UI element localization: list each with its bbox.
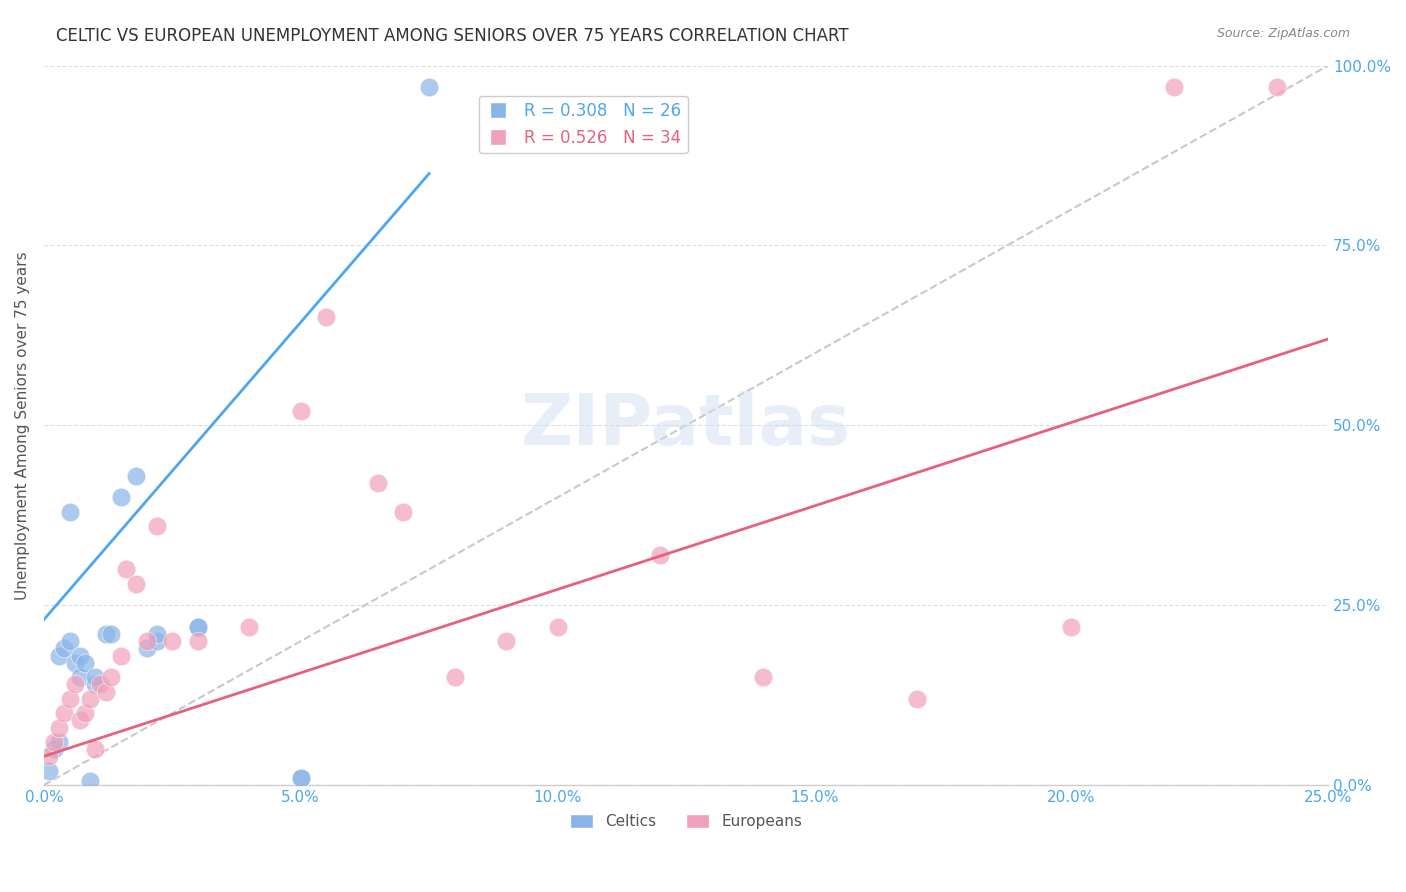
Celtics <box>290 771 312 785</box>
Celtics <box>187 620 209 634</box>
Europeans <box>238 620 260 634</box>
Europeans <box>290 404 312 418</box>
Y-axis label: Unemployment Among Seniors over 75 years: Unemployment Among Seniors over 75 years <box>15 251 30 599</box>
Europeans <box>115 562 138 576</box>
Europeans <box>187 634 209 648</box>
Europeans <box>162 634 184 648</box>
Europeans <box>444 670 467 684</box>
Europeans <box>1060 620 1083 634</box>
Europeans <box>94 684 117 698</box>
Europeans <box>69 714 91 728</box>
Celtics <box>63 656 86 670</box>
Europeans <box>79 691 101 706</box>
Celtics <box>58 505 80 519</box>
Europeans <box>63 677 86 691</box>
Celtics <box>73 656 96 670</box>
Celtics <box>290 771 312 785</box>
Europeans <box>547 620 569 634</box>
Europeans <box>48 721 70 735</box>
Europeans <box>1163 80 1185 95</box>
Europeans <box>73 706 96 720</box>
Celtics <box>146 627 169 641</box>
Europeans <box>650 548 672 562</box>
Celtics <box>84 670 107 684</box>
Celtics <box>69 648 91 663</box>
Europeans <box>392 505 415 519</box>
Text: CELTIC VS EUROPEAN UNEMPLOYMENT AMONG SENIORS OVER 75 YEARS CORRELATION CHART: CELTIC VS EUROPEAN UNEMPLOYMENT AMONG SE… <box>56 27 849 45</box>
Celtics <box>84 677 107 691</box>
Celtics <box>94 627 117 641</box>
Celtics <box>53 641 76 656</box>
Text: ZIPatlas: ZIPatlas <box>522 391 851 460</box>
Celtics <box>418 80 440 95</box>
Celtics <box>38 764 60 778</box>
Europeans <box>125 576 148 591</box>
Celtics <box>58 634 80 648</box>
Celtics <box>135 641 157 656</box>
Europeans <box>495 634 517 648</box>
Celtics <box>187 620 209 634</box>
Europeans <box>367 475 389 490</box>
Celtics <box>146 634 169 648</box>
Europeans <box>58 691 80 706</box>
Europeans <box>315 310 337 325</box>
Europeans <box>110 648 132 663</box>
Celtics <box>100 627 122 641</box>
Celtics <box>125 468 148 483</box>
Legend: Celtics, Europeans: Celtics, Europeans <box>564 808 808 835</box>
Text: Source: ZipAtlas.com: Source: ZipAtlas.com <box>1216 27 1350 40</box>
Celtics <box>79 774 101 789</box>
Europeans <box>53 706 76 720</box>
Celtics <box>48 648 70 663</box>
Celtics <box>69 670 91 684</box>
Europeans <box>752 670 775 684</box>
Celtics <box>44 742 66 756</box>
Europeans <box>905 691 928 706</box>
Celtics <box>110 491 132 505</box>
Europeans <box>44 735 66 749</box>
Europeans <box>135 634 157 648</box>
Europeans <box>38 749 60 764</box>
Europeans <box>84 742 107 756</box>
Celtics <box>48 735 70 749</box>
Europeans <box>1265 80 1288 95</box>
Europeans <box>89 677 111 691</box>
Europeans <box>100 670 122 684</box>
Europeans <box>146 519 169 533</box>
